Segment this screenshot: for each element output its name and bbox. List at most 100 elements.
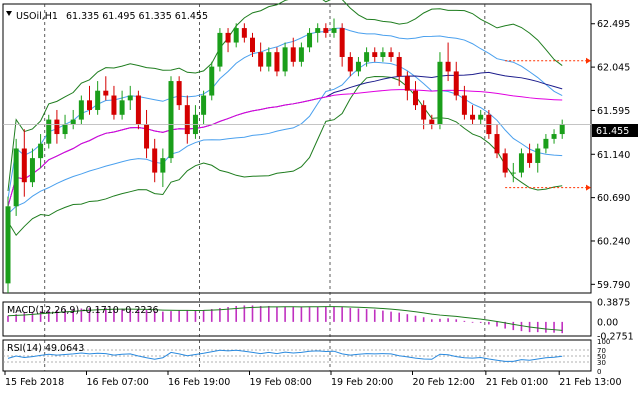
candle-37 [307,28,313,53]
macd-bar-8 [72,309,74,322]
candle-31 [258,42,264,72]
macd-bar-55 [455,319,458,322]
macd-bar-17 [145,310,148,322]
macd-bar-35 [292,307,295,322]
current-price-text: 61.455 [596,126,629,137]
macd-tick-label: 0.3875 [597,298,630,309]
time-axis: 15 Feb 2018 16 Feb 07:00 16 Feb 19:00 19 Fe… [4,371,622,388]
rsi-tick-label: 30 [597,359,606,367]
macd-bar-41 [341,307,343,322]
macd-bar-6 [56,310,58,322]
candle-body [13,148,19,207]
macd-bar-3 [31,312,34,322]
candle-body [258,52,264,67]
candle-body [307,32,313,48]
candle-body [38,143,44,159]
candle-67 [551,129,557,144]
candle-body [111,95,117,115]
candle-16 [135,90,141,130]
candle-body [217,32,223,67]
candle-2 [21,129,27,197]
macd-bar-15 [129,309,132,322]
macd-bar-53 [439,318,441,322]
macd-panel-frame [2,301,592,337]
candle-body [429,119,435,125]
macd-bar-59 [488,321,490,325]
time-tick-label: 19 Feb 20:00 [331,377,393,388]
candle-body [282,47,288,72]
macd-bar-0 [7,315,9,322]
price-tick-label: 61.140 [597,150,630,161]
time-tick-label: 19 Feb 08:00 [250,377,312,388]
price-tick-label: 62.495 [597,19,630,30]
macd-bar-27 [227,307,229,322]
macd-bar-16 [137,309,140,322]
candle-64 [527,143,533,168]
time-tick-label: 21 Feb 13:00 [559,377,621,388]
price-axis: 62.495 62.045 61.595 61.140 60.690 60.240 59.7… [591,19,630,291]
ohlc-label: 61.335 61.495 61.335 61.455 [66,11,208,22]
candle-body [413,90,418,106]
candle-8 [70,109,76,130]
candle-66 [543,134,549,154]
macd-bar-52 [431,319,433,322]
candle-body [87,100,92,110]
candle-12 [103,76,109,101]
candle-55 [453,61,459,101]
candle-46 [380,47,386,62]
candle-body [315,28,321,33]
candle-body [502,153,508,173]
candle-body [160,158,166,173]
macd-bar-26 [219,308,221,322]
macd-bar-30 [251,305,254,322]
candle-body [62,124,68,135]
candle-body [95,90,101,110]
symbol-arrow-icon [6,11,12,16]
candle-body [527,153,533,163]
candle-body [184,105,190,135]
candle-45 [372,47,378,62]
macd-bar-56 [463,320,466,322]
macd-bar-5 [47,310,50,322]
candle-body [70,119,76,125]
macd-bar-22 [186,310,189,322]
bollinger-upper-line [7,0,563,191]
macd-bar-63 [520,321,523,332]
macd-bar-9 [80,308,83,322]
candle-68 [559,119,565,139]
candle-29 [241,23,247,43]
macd-tick-label: 0.00 [597,317,618,328]
macd-bar-7 [64,309,66,322]
candle-11 [95,81,101,115]
candle-56 [461,85,467,120]
candle-body [478,114,484,120]
candle-15 [127,85,133,110]
candle-40 [331,18,337,38]
macd-bar-54 [447,318,449,322]
time-tick-label: 16 Feb 07:00 [87,377,149,388]
candle-body [445,61,451,72]
macd-bar-10 [88,308,91,322]
candle-18 [152,138,158,183]
macd-bar-23 [194,310,197,322]
rsi-tick-label: 50 [597,353,606,361]
macd-bar-4 [39,311,42,322]
candle-body [119,100,125,115]
candle-35 [290,37,296,67]
macd-bar-11 [96,308,99,322]
candle-3 [29,148,35,188]
candle-body [372,52,378,57]
rsi-label: RSI(14) 49.0643 [7,343,84,354]
candle-body [347,56,353,72]
macd-bar-58 [479,321,482,323]
candle-65 [535,143,541,173]
candle-body [421,105,427,120]
candle-38 [315,23,321,43]
candle-body [274,52,280,72]
candle-9 [78,95,84,125]
candle-body [176,81,182,106]
candle-body [168,81,174,159]
